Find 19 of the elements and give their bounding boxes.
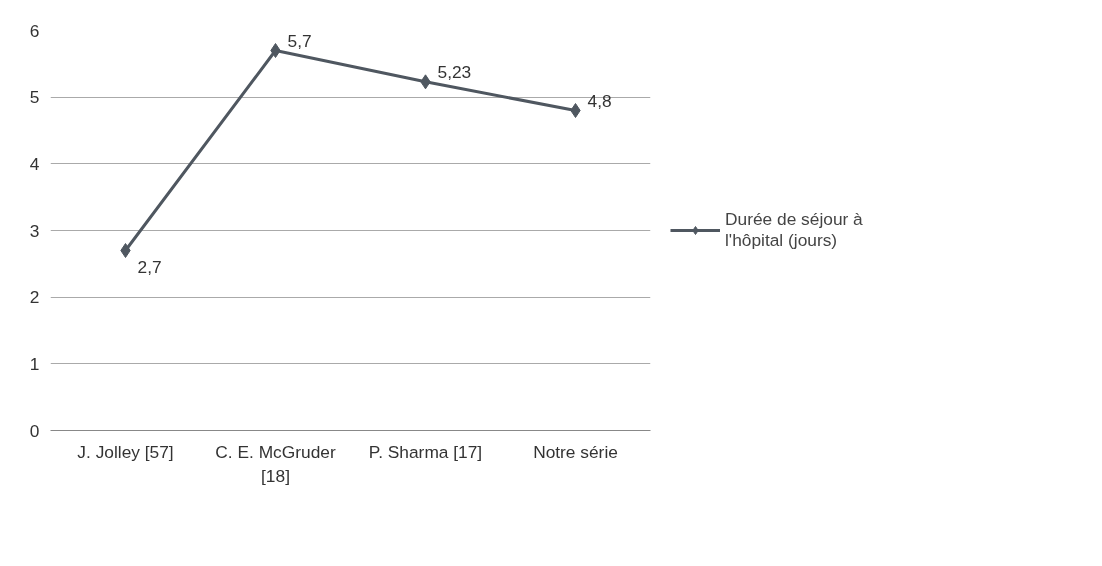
- y-tick-label: 6: [29, 20, 40, 41]
- data-label: 2,7: [137, 256, 162, 277]
- y-tick-label: 2: [29, 287, 40, 308]
- y-tick-label: 5: [29, 87, 40, 108]
- data-label: 5,23: [437, 61, 472, 82]
- data-label: 5,7: [287, 30, 312, 51]
- y-tick-label: 3: [29, 220, 40, 241]
- data-label: 4,8: [587, 90, 612, 111]
- x-tick-label: Notre série: [533, 441, 618, 462]
- point: [570, 103, 581, 118]
- x-tick-label: J. Jolley [57]: [77, 441, 174, 462]
- x-tick-label: P. Sharma [17]: [368, 441, 483, 462]
- legend-label: Durée de séjour à l'hôpital (jours): [725, 209, 863, 251]
- y-tick-label: 4: [29, 153, 40, 174]
- y-tick-label: 1: [29, 353, 40, 374]
- point: [270, 43, 281, 58]
- point: [120, 243, 131, 258]
- x-tick-label: C. E. McGruder [18]: [215, 441, 336, 486]
- y-tick-label: 0: [29, 420, 40, 441]
